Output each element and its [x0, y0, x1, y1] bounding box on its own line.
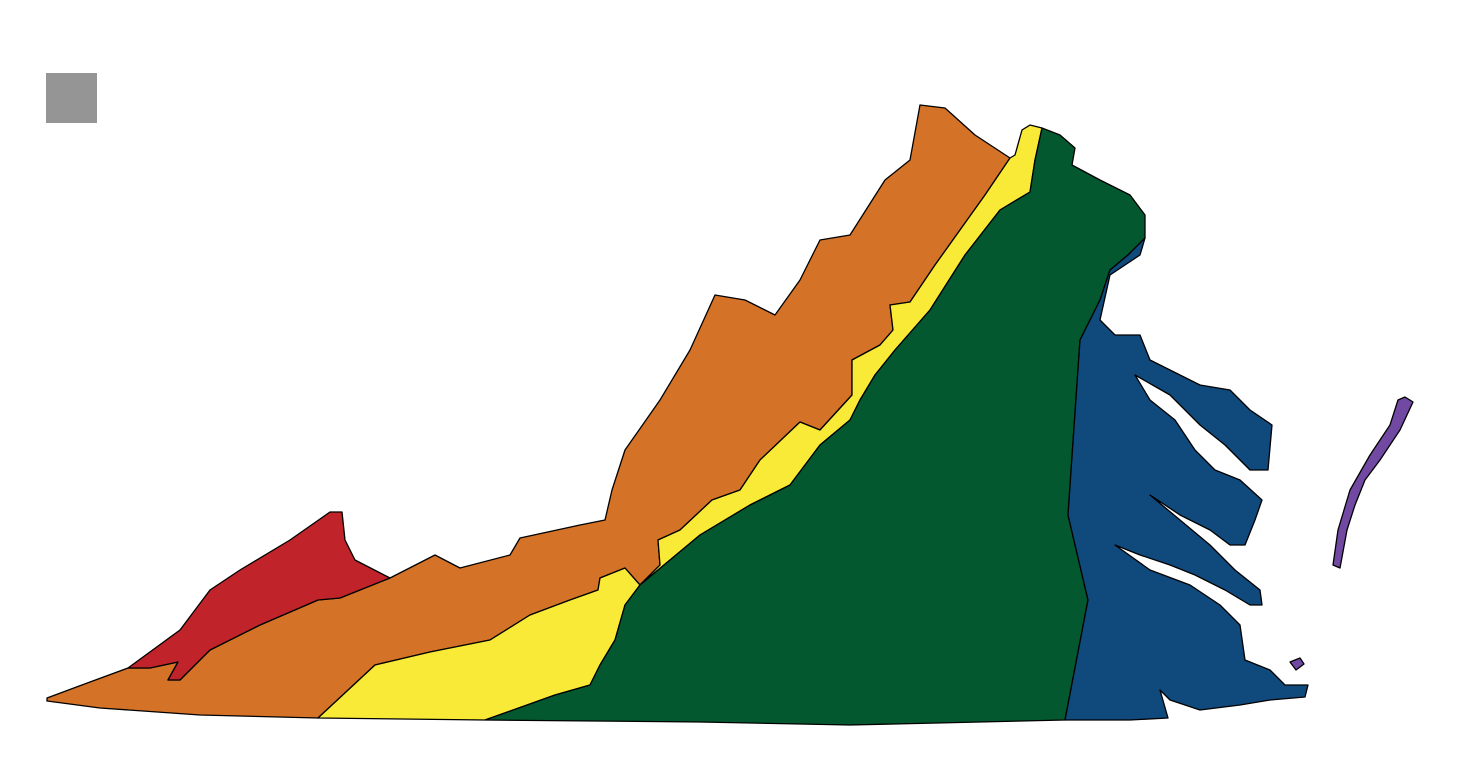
- region: [127, 511, 391, 681]
- region: [1064, 237, 1309, 721]
- map-button[interactable]: [46, 73, 97, 123]
- region: [1289, 657, 1305, 671]
- region: [484, 127, 1146, 726]
- region: [1332, 396, 1414, 569]
